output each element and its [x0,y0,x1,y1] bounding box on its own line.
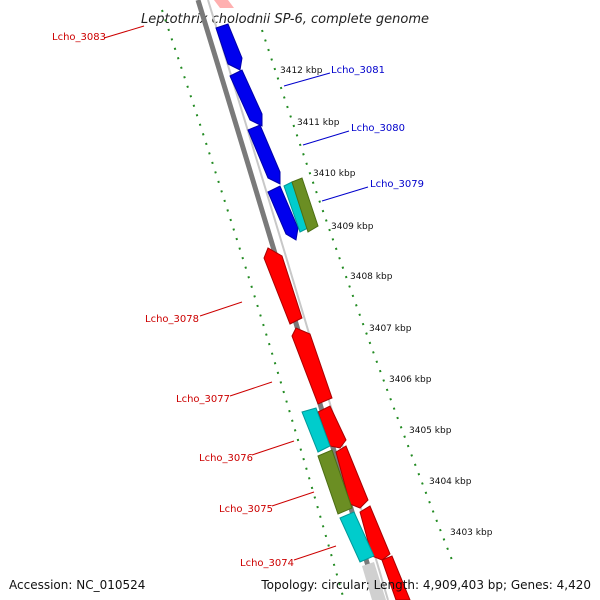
kbp-marker: 3408 kbp [350,272,393,282]
kbp-marker: 3403 kbp [450,528,493,538]
kbp-marker: 3410 kbp [313,169,356,179]
gene-label-lcho-3077[interactable]: Lcho_3077 [176,394,230,405]
gene-arrow-red-d[interactable] [381,555,411,600]
kbp-marker: 3404 kbp [429,477,472,487]
kbp-marker: 3407 kbp [369,324,412,334]
gene-label-lcho-3083[interactable]: Lcho_3083 [52,32,106,43]
map-title: Leptothrix cholodnii SP-6, complete geno… [141,12,429,27]
genome-summary-text: Topology: circular; Length: 4,909,403 bp… [261,578,591,592]
gene-label-lcho-3079[interactable]: Lcho_3079 [370,179,424,190]
gene-label-lcho-3075[interactable]: Lcho_3075 [219,504,273,515]
gene-labels: Lcho_3083 Lcho_3081 Lcho_3080 Lcho_3079 … [52,25,424,569]
gene-arrow-olive-a[interactable] [291,177,319,233]
gene-arrow-lcho-3079[interactable] [267,185,299,241]
tick-line-left [161,9,345,600]
gene-arrow-grey [362,562,386,600]
gene-arrow-lcho-3082[interactable] [215,23,243,71]
gene-arrow-lcho-3076[interactable] [301,407,331,453]
gene-label-lcho-3080[interactable]: Lcho_3080 [351,123,405,134]
gene-label-lcho-3078[interactable]: Lcho_3078 [145,314,199,325]
gene-label-lcho-3074[interactable]: Lcho_3074 [240,558,294,569]
accession-text: Accession: NC_010524 [9,578,146,592]
gene-arrow-lcho-3078[interactable] [263,247,303,325]
kbp-marker: 3405 kbp [409,426,452,436]
kbp-marker: 3409 kbp [331,222,374,232]
gene-arrow-lcho-3083[interactable] [214,0,234,8]
gene-arrows [214,0,411,600]
kbp-marker: 3406 kbp [389,375,432,385]
kbp-markers: 3412 kbp 3411 kbp 3410 kbp 3409 kbp 3408… [280,66,493,538]
gene-arrow-lcho-3081[interactable] [229,69,263,127]
gene-arrow-lcho-3077[interactable] [291,327,333,405]
kbp-marker: 3411 kbp [297,118,340,128]
kbp-marker: 3412 kbp [280,66,323,76]
gene-label-lcho-3081[interactable]: Lcho_3081 [331,65,385,76]
gene-arrow-lcho-3074[interactable] [339,511,375,563]
gene-arrow-lcho-3080[interactable] [247,124,281,185]
gene-arrow-lcho-3075[interactable] [317,449,353,515]
gene-label-lcho-3076[interactable]: Lcho_3076 [199,453,253,464]
